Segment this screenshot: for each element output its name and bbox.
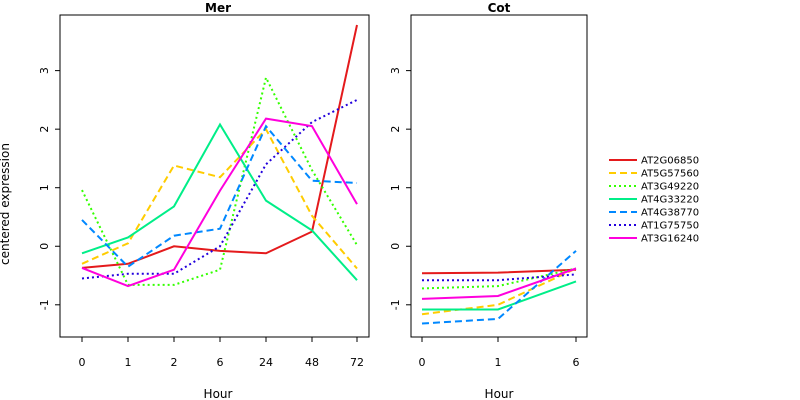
plot-frame-mer [59, 14, 370, 338]
legend-label-at4g38770: AT4G38770 [641, 208, 699, 219]
series-line-at2g06850-mer [81, 24, 358, 269]
series-line-at1g75750-cot [422, 273, 577, 282]
legend-label-at1g75750: AT1G75750 [641, 221, 699, 232]
series-line-at5g57560-mer [81, 127, 358, 270]
y-tick-label-cot: 2 [389, 126, 402, 133]
x-tick-label-cot: 0 [419, 356, 426, 369]
series-line-at3g49220-cot [421, 267, 577, 290]
y-tick-label-mer: 3 [38, 67, 51, 74]
x-axis-title-mer: Hour [204, 387, 233, 400]
panel-title-cot: Cot [488, 1, 511, 15]
series-line-at4g38770-mer [81, 124, 358, 268]
x-tick-label-mer: 0 [79, 356, 86, 369]
series-group-mer: -1 0 1 2 3 0 1 2 6 24 48 72 [38, 24, 364, 369]
x-axis-title-cot: Hour [485, 387, 514, 400]
series-line-at4g33220-mer [81, 122, 358, 281]
x-tick-label-mer: 48 [305, 356, 319, 369]
legend-label-at3g49220: AT3G49220 [641, 182, 699, 193]
series-line-at5g57560-cot [421, 267, 577, 316]
x-tick-label-cot: 1 [495, 356, 502, 369]
y-tick-label-mer: 2 [38, 126, 51, 133]
x-tick-label-cot: 6 [573, 356, 580, 369]
x-tick-label-mer: 72 [350, 356, 364, 369]
legend-label-at5g57560: AT5G57560 [641, 169, 699, 180]
legend: AT2G06850 AT5G57560 AT3G49220 AT4G33220 AT4G… [609, 156, 699, 245]
panel-mer: Mer -1 0 1 2 3 0 1 2 6 24 48 72 Hour [38, 1, 370, 400]
y-tick-label-cot: 3 [389, 67, 402, 74]
y-tick-label-cot: -1 [389, 299, 402, 310]
plot-frame-cot [410, 14, 588, 338]
y-tick-label-cot: 0 [389, 243, 402, 250]
legend-label-at4g33220: AT4G33220 [641, 195, 699, 206]
y-axis-title: centered expression [0, 143, 12, 265]
y-tick-label-mer: -1 [38, 299, 51, 310]
panel-title-mer: Mer [205, 1, 231, 15]
y-tick-label-mer: 1 [38, 184, 51, 191]
series-line-at3g16240-mer [81, 117, 358, 288]
series-line-at2g06850-cot [421, 268, 577, 275]
series-line-at4g33220-cot [422, 280, 577, 311]
legend-label-at3g16240: AT3G16240 [641, 234, 699, 245]
series-line-at4g38770-cot [421, 250, 577, 325]
series-line-at3g16240-cot [421, 267, 577, 300]
x-tick-label-mer: 1 [125, 356, 132, 369]
series-line-at3g49220-mer [81, 74, 358, 286]
series-group-cot: -1 0 1 2 3 0 1 6 [389, 67, 580, 369]
y-tick-label-mer: 0 [38, 243, 51, 250]
series-line-at1g75750-mer [81, 99, 358, 280]
x-tick-label-mer: 2 [171, 356, 178, 369]
panel-cot: Cot -1 0 1 2 3 0 1 6 Hour [389, 1, 588, 400]
x-tick-label-mer: 6 [217, 356, 224, 369]
x-tick-label-mer: 24 [259, 356, 273, 369]
legend-label-at2g06850: AT2G06850 [641, 156, 699, 167]
y-tick-label-cot: 1 [389, 184, 402, 191]
